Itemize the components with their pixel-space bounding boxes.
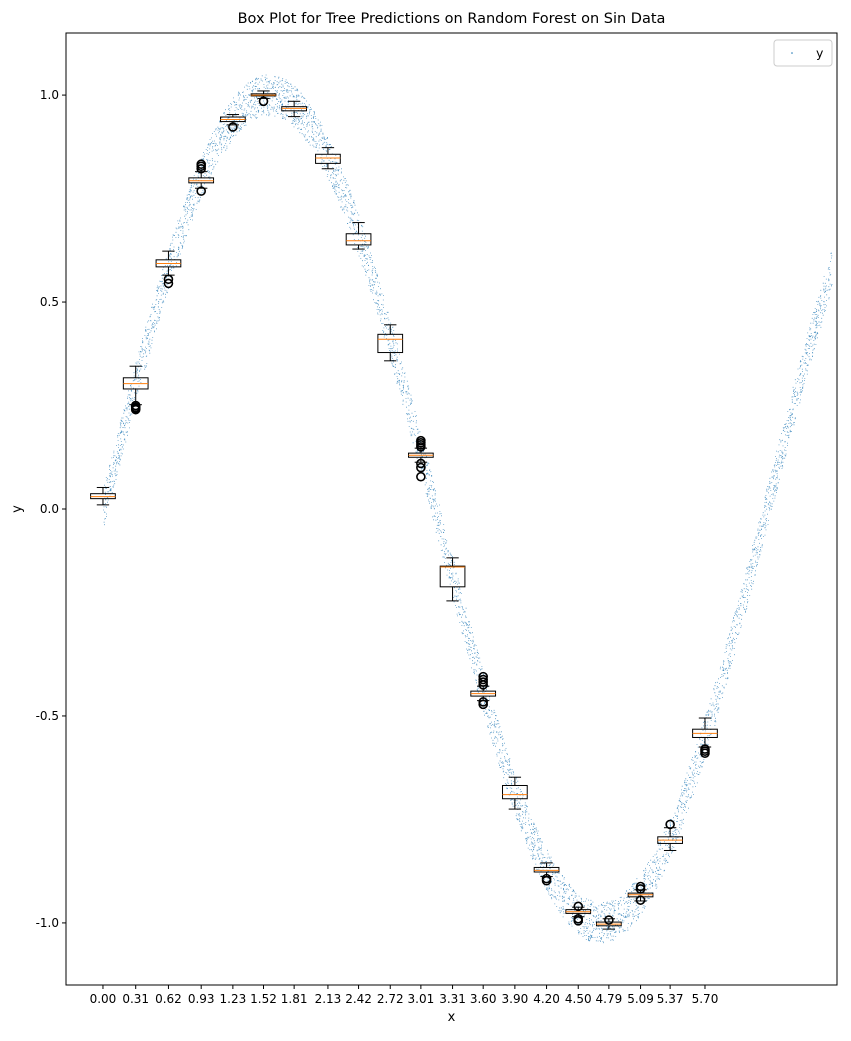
outlier-point xyxy=(573,913,584,924)
outlier-point xyxy=(416,462,426,473)
x-tick-label: 4.79 xyxy=(596,992,623,1006)
box-9 xyxy=(377,324,404,362)
box-body xyxy=(377,333,404,354)
box-1 xyxy=(122,365,149,415)
x-tick-label: 3.90 xyxy=(502,992,529,1006)
x-tick-label: 0.00 xyxy=(90,992,117,1006)
y-axis-label: y xyxy=(10,505,25,513)
box-17 xyxy=(627,881,654,905)
outlier-point xyxy=(196,159,206,170)
box-10 xyxy=(408,435,434,482)
tick-layer: 1.0 0.5 0.0 -0.5 -1.0 0.00 0.31 0.62 0.93 1.23 1.5… xyxy=(36,88,719,1006)
x-axis-label: x xyxy=(448,1010,456,1025)
box-15 xyxy=(565,901,592,926)
x-tick-label: 2.72 xyxy=(377,992,404,1006)
box-12 xyxy=(470,671,497,710)
x-tick-label: 1.81 xyxy=(281,992,308,1006)
legend-marker xyxy=(791,52,793,54)
box-2 xyxy=(155,250,182,289)
y-tick-label: -1.0 xyxy=(36,916,59,930)
legend: y xyxy=(773,39,833,67)
box-6 xyxy=(281,100,307,118)
outlier-point xyxy=(635,895,646,905)
legend-label: y xyxy=(816,46,824,61)
x-tick-label: 2.13 xyxy=(315,992,342,1006)
x-tick-label: 5.09 xyxy=(627,992,654,1006)
box-body xyxy=(439,565,466,588)
outlier-point xyxy=(665,819,675,830)
box-8 xyxy=(345,222,372,250)
legend-box xyxy=(773,39,833,67)
x-tick-label: 3.31 xyxy=(439,992,466,1006)
box-body xyxy=(533,866,560,873)
outlier-point xyxy=(541,875,552,886)
box-body xyxy=(315,153,341,164)
y-tick-label: 0.5 xyxy=(40,295,59,309)
x-tick-label: 0.62 xyxy=(155,992,182,1006)
x-tick-label: 5.70 xyxy=(692,992,719,1006)
box-7 xyxy=(315,147,341,170)
outlier-point xyxy=(196,186,206,196)
y-tick-label: 0.0 xyxy=(40,502,59,516)
y-tick-label: 1.0 xyxy=(40,88,59,102)
box-0 xyxy=(90,486,116,506)
outlier-point xyxy=(416,471,426,482)
box-19 xyxy=(692,717,718,759)
box-4 xyxy=(220,114,246,132)
y-tick-label: -0.5 xyxy=(36,709,59,723)
outlier-point xyxy=(228,122,238,132)
box-5 xyxy=(250,90,277,107)
box-11 xyxy=(439,557,466,602)
x-tick-label: 2.42 xyxy=(345,992,372,1006)
x-tick-label: 3.60 xyxy=(470,992,497,1006)
outlier-point xyxy=(416,458,426,469)
outlier-point xyxy=(416,435,426,446)
x-tick-label: 5.37 xyxy=(657,992,684,1006)
box-18 xyxy=(657,819,683,851)
x-tick-label: 3.01 xyxy=(408,992,435,1006)
x-tick-label: 4.50 xyxy=(565,992,592,1006)
chart-title: Box Plot for Tree Predictions on Random … xyxy=(238,11,666,27)
box-layer xyxy=(90,90,718,930)
box-13 xyxy=(502,776,528,810)
x-tick-label: 1.52 xyxy=(250,992,277,1006)
outlier-point xyxy=(478,697,488,707)
x-tick-label: 0.93 xyxy=(188,992,215,1006)
x-tick-label: 1.23 xyxy=(220,992,247,1006)
box-body xyxy=(502,784,528,800)
x-tick-label: 4.20 xyxy=(533,992,560,1006)
outlier-point xyxy=(604,915,614,925)
outlier-point xyxy=(163,278,174,289)
x-tick-label: 0.31 xyxy=(122,992,149,1006)
outlier-point xyxy=(163,274,174,285)
outlier-point xyxy=(478,674,488,685)
outlier-point xyxy=(478,671,488,682)
outlier-point xyxy=(573,901,584,912)
box-14 xyxy=(533,862,560,886)
box-body xyxy=(345,233,372,246)
box-16 xyxy=(596,915,622,930)
box-3 xyxy=(188,159,215,196)
outlier-point xyxy=(258,96,269,107)
outlier-point xyxy=(635,881,646,892)
outlier-point xyxy=(130,400,141,411)
outlier-point xyxy=(700,748,710,759)
